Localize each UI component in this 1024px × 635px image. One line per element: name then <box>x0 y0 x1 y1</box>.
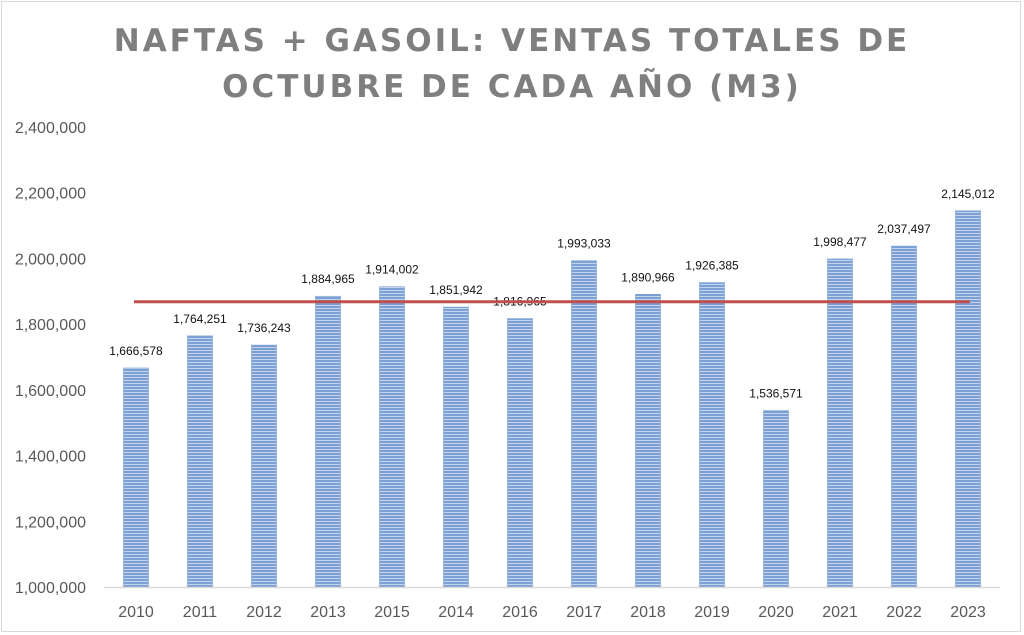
chart-title-line-1: NAFTAS + GASOIL: VENTAS TOTALES DE <box>113 23 911 59</box>
y-tick-label: 2,000,000 <box>15 251 86 268</box>
data-label: 2,145,012 <box>941 187 995 201</box>
data-label: 1,914,002 <box>365 263 419 277</box>
chart-title: NAFTAS + GASOIL: VENTAS TOTALES DE OCTUB… <box>0 18 1024 110</box>
y-tick-label: 1,800,000 <box>15 317 86 334</box>
data-label: 1,890,966 <box>621 270 675 284</box>
bar-2023 <box>955 210 981 588</box>
x-tick-label: 2011 <box>183 604 218 621</box>
x-tick-label: 2023 <box>950 604 986 621</box>
y-tick-label: 1,000,000 <box>15 580 86 597</box>
bar-2013 <box>315 295 341 588</box>
data-label: 1,736,243 <box>237 321 291 335</box>
data-label: 1,536,571 <box>749 387 803 401</box>
x-tick-label: 2019 <box>694 604 730 621</box>
y-axis-tick-labels: 1,000,000 1,200,000 1,400,000 1,600,000 1,80… <box>15 120 86 597</box>
x-tick-label: 2017 <box>566 604 602 621</box>
bar-2020 <box>763 410 789 588</box>
data-label: 1,884,965 <box>301 272 355 286</box>
y-tick-label: 1,400,000 <box>15 449 86 466</box>
x-tick-label: 2020 <box>758 604 794 621</box>
x-tick-label: 2012 <box>246 604 282 621</box>
bar-2022 <box>891 245 917 588</box>
data-label: 1,998,477 <box>813 235 867 249</box>
data-labels: 1,666,578 1,764,251 1,736,243 1,884,965 1,91… <box>109 187 995 401</box>
chart-title-line-2: OCTUBRE DE CADA AÑO (M3) <box>222 69 802 105</box>
data-label: 1,666,578 <box>109 344 163 358</box>
bar-2010 <box>123 367 149 588</box>
bars <box>123 210 981 588</box>
x-axis-tick-labels: 2010 2011 2012 2013 2015 2014 2016 2017 2018 2019… <box>118 604 986 621</box>
bar-2015 <box>379 286 405 588</box>
bar-2014 <box>443 306 469 588</box>
x-tick-label: 2016 <box>502 604 538 621</box>
data-label: 1,851,942 <box>429 283 483 297</box>
x-tick-label: 2010 <box>118 604 154 621</box>
x-tick-label: 2014 <box>438 604 474 621</box>
data-label: 1,993,033 <box>557 237 611 251</box>
bar-2021 <box>827 258 853 588</box>
x-tick-label: 2022 <box>886 604 922 621</box>
y-tick-label: 1,600,000 <box>15 383 86 400</box>
x-tick-label: 2021 <box>822 604 858 621</box>
bar-2017 <box>571 260 597 588</box>
bar-2011 <box>187 335 213 588</box>
x-tick-label: 2013 <box>310 604 346 621</box>
data-label: 1,764,251 <box>173 312 227 326</box>
bar-2019 <box>699 282 725 588</box>
x-tick-label: 2015 <box>374 604 410 621</box>
y-tick-label: 2,200,000 <box>15 186 86 203</box>
bar-2016 <box>507 318 533 588</box>
data-label: 2,037,497 <box>877 222 931 236</box>
x-tick-label: 2018 <box>630 604 666 621</box>
bar-2012 <box>251 344 277 588</box>
bar-2018 <box>635 293 661 588</box>
y-tick-label: 1,200,000 <box>15 514 86 531</box>
data-label: 1,926,385 <box>685 259 739 273</box>
y-tick-label: 2,400,000 <box>15 120 86 137</box>
